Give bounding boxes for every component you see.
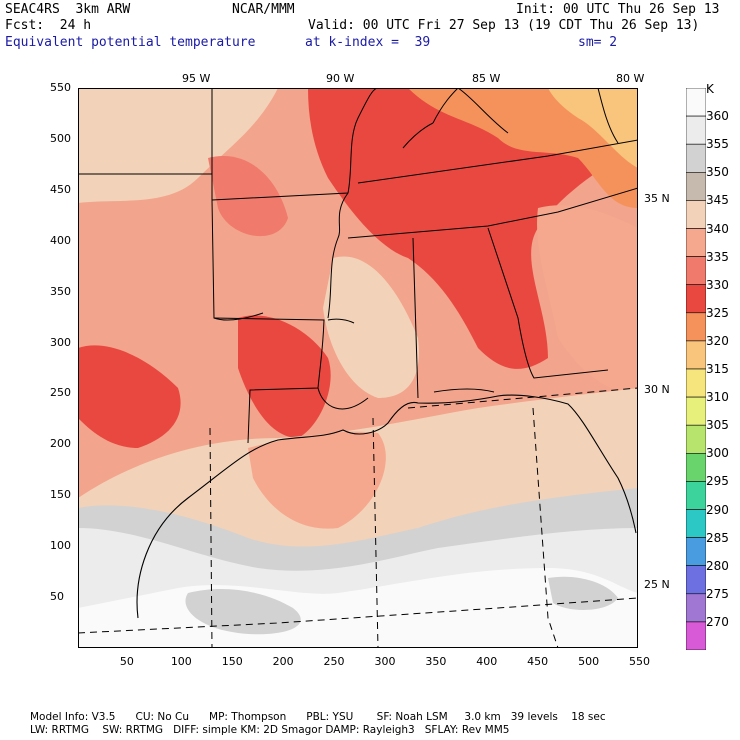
lat-label-25n: 25 N — [644, 578, 670, 591]
legend-swatch — [686, 565, 706, 595]
smoothing-label: sm= 2 — [578, 35, 618, 50]
x-tick-label: 550 — [629, 655, 650, 668]
forecast-hour: Fcst: 24 h — [5, 18, 92, 33]
valid-time: Valid: 00 UTC Fri 27 Sep 13 (19 CDT Thu … — [308, 18, 700, 33]
legend-swatch — [686, 509, 706, 538]
legend-swatch — [686, 143, 706, 173]
legend-level-label: 280 — [706, 558, 729, 573]
field-north-red — [308, 88, 638, 369]
legend-swatch — [686, 340, 706, 370]
legend-level-label: 285 — [706, 530, 729, 545]
legend-swatch — [686, 481, 706, 510]
x-tick-label: 450 — [527, 655, 549, 668]
lat-label-35n: 35 N — [644, 192, 670, 205]
field-gulf-gray-patch-east — [548, 576, 618, 610]
legend-level-label: 345 — [706, 193, 729, 208]
y-tick-label: 300 — [50, 335, 71, 349]
legend-level-label: 275 — [706, 586, 729, 601]
x-tick-label: 400 — [476, 655, 498, 668]
lon-label-95w: 95 W — [182, 72, 211, 85]
legend-swatch — [686, 88, 706, 117]
legend-swatch — [686, 368, 706, 398]
lon-label-80w: 80 W — [616, 72, 645, 85]
model-label: SEAC4RS 3km ARW — [5, 2, 131, 17]
y-tick-label: 550 — [50, 81, 71, 94]
legend-level-label: 310 — [706, 390, 729, 405]
legend-swatch — [686, 396, 706, 426]
y-tick-label: 500 — [50, 131, 71, 145]
field-gulf-plume — [248, 431, 386, 529]
x-tick-label: 300 — [374, 655, 396, 668]
x-tick-label: 150 — [221, 655, 243, 668]
footer-line-1: Model Info: V3.5 CU: No Cu MP: Thompson … — [30, 711, 606, 723]
legend-swatch — [686, 200, 706, 229]
field-west-red — [78, 345, 181, 448]
legend-level-label: 330 — [706, 277, 729, 292]
legend-unit: K — [706, 82, 714, 96]
legend-swatch — [686, 312, 706, 342]
footer-line-2: LW: RRTMG SW: RRTMG DIFF: simple KM: 2D … — [30, 724, 510, 736]
legend-swatch — [686, 172, 706, 201]
y-tick-label: 50 — [50, 590, 64, 604]
legend-level-label: 355 — [706, 137, 729, 152]
graticule — [78, 387, 638, 648]
field-ne-yellow — [548, 88, 638, 168]
org-label: NCAR/MMM — [232, 2, 295, 17]
legend-level-label: 360 — [706, 109, 729, 124]
legend-swatch — [686, 593, 706, 623]
y-tick-label: 350 — [50, 284, 71, 298]
legend-swatch — [686, 115, 706, 145]
legend-level-label: 315 — [706, 362, 729, 376]
x-tick-label: 350 — [425, 655, 447, 668]
legend-level-label: 350 — [706, 165, 729, 180]
y-tick-label: 150 — [50, 488, 71, 502]
y-tick-label: 200 — [50, 437, 71, 451]
field-la-red — [238, 315, 331, 438]
field-name: Equivalent potential temperature — [5, 35, 256, 50]
legend-swatch — [686, 256, 706, 286]
level-label: at k-index = 39 — [305, 35, 431, 50]
legend-swatch — [686, 424, 706, 454]
legend-swatch — [686, 284, 706, 314]
legend-level-label: 270 — [706, 614, 729, 629]
y-tick-label: 450 — [50, 182, 71, 196]
color-legend — [686, 88, 706, 650]
init-time: Init: 00 UTC Thu 26 Sep 13 — [516, 2, 720, 17]
y-tick-label: 250 — [50, 386, 71, 400]
x-tick-label: 250 — [323, 655, 345, 668]
coastline — [136, 394, 637, 619]
legend-level-label: 325 — [706, 305, 729, 320]
field-east-salmon — [537, 205, 638, 398]
legend-level-label: 295 — [706, 474, 729, 489]
state-boundaries — [78, 88, 638, 444]
legend-level-label: 305 — [706, 418, 729, 433]
legend-swatch — [686, 228, 706, 257]
field-river-tan — [323, 256, 419, 398]
x-tick-label: 50 — [119, 655, 134, 668]
lon-label-85w: 85 W — [472, 72, 501, 85]
legend-level-label: 290 — [706, 502, 729, 517]
legend-level-label: 335 — [706, 249, 729, 264]
map-frame — [78, 88, 638, 648]
y-tick-label: 100 — [50, 539, 71, 553]
x-tick-label: 500 — [578, 655, 600, 668]
legend-level-label: 320 — [706, 333, 729, 348]
legend-level-label: 300 — [706, 446, 729, 461]
legend-swatch — [686, 452, 706, 482]
legend-level-label: 340 — [706, 221, 729, 236]
lat-label-30n: 30 N — [644, 383, 670, 396]
legend-swatch — [686, 621, 706, 650]
x-tick-label: 100 — [170, 655, 192, 668]
legend-swatch — [686, 537, 706, 567]
field-central-red — [208, 156, 288, 237]
y-tick-label: 400 — [50, 233, 71, 247]
theta-e-map — [78, 88, 638, 648]
x-tick-label: 200 — [272, 655, 294, 668]
lon-label-90w: 90 W — [326, 72, 355, 85]
